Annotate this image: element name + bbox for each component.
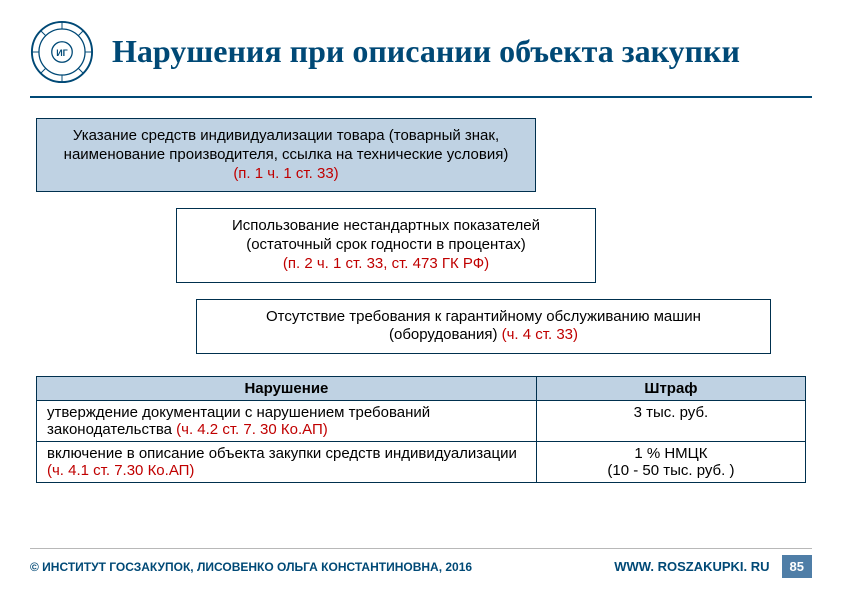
footer-url: WWW. ROSZAKUPKI. RU (614, 559, 769, 574)
penalties-table: Нарушение Штраф утверждение документации… (36, 376, 806, 483)
violation-box-2: Использование нестандартных показателей … (176, 208, 596, 282)
page-title: Нарушения при описании объекта закупки (112, 34, 740, 69)
cell-ref: (ч. 4.1 ст. 7.30 Ко.АП) (47, 462, 194, 479)
cell-fine-line2: (10 - 50 тыс. руб. ) (607, 462, 734, 479)
footer-divider (30, 548, 812, 549)
cell-fine-line1: 1 % НМЦК (634, 445, 707, 462)
cell-ref: (ч. 4.2 ст. 7. 30 Ко.АП) (176, 421, 328, 438)
table-row: включение в описание объекта закупки сре… (37, 442, 806, 483)
table-header-fine: Штраф (536, 377, 805, 401)
slide-content: Указание средств индивидуализации товара… (0, 98, 842, 483)
box-text: Отсутствие требования к гарантийному обс… (266, 308, 701, 344)
svg-text:ИГ: ИГ (56, 48, 68, 58)
copyright-text: © ИНСТИТУТ ГОСЗАКУПОК, ЛИСОВЕНКО ОЛЬГА К… (30, 560, 472, 574)
box-ref: (ч. 4 ст. 33) (502, 326, 578, 343)
violation-box-1: Указание средств индивидуализации товара… (36, 118, 536, 192)
slide-footer: © ИНСТИТУТ ГОСЗАКУПОК, ЛИСОВЕНКО ОЛЬГА К… (0, 548, 842, 578)
box-ref: (п. 1 ч. 1 ст. 33) (233, 165, 338, 182)
cell-violation: включение в описание объекта закупки сре… (47, 445, 517, 462)
table-header-violation: Нарушение (37, 377, 537, 401)
slide-header: ИГ Нарушения при описании объекта закупк… (0, 0, 842, 92)
box-ref: (п. 2 ч. 1 ст. 33, ст. 473 ГК РФ) (283, 255, 489, 272)
institute-seal-icon: ИГ (30, 20, 94, 84)
box-text: Указание средств индивидуализации товара… (64, 127, 509, 163)
box-text: Использование нестандартных показателей … (232, 217, 540, 253)
page-number: 85 (782, 555, 812, 578)
table-row: утверждение документации с нарушением тр… (37, 401, 806, 442)
violation-box-3: Отсутствие требования к гарантийному обс… (196, 299, 771, 355)
cell-fine: 3 тыс. руб. (536, 401, 805, 442)
